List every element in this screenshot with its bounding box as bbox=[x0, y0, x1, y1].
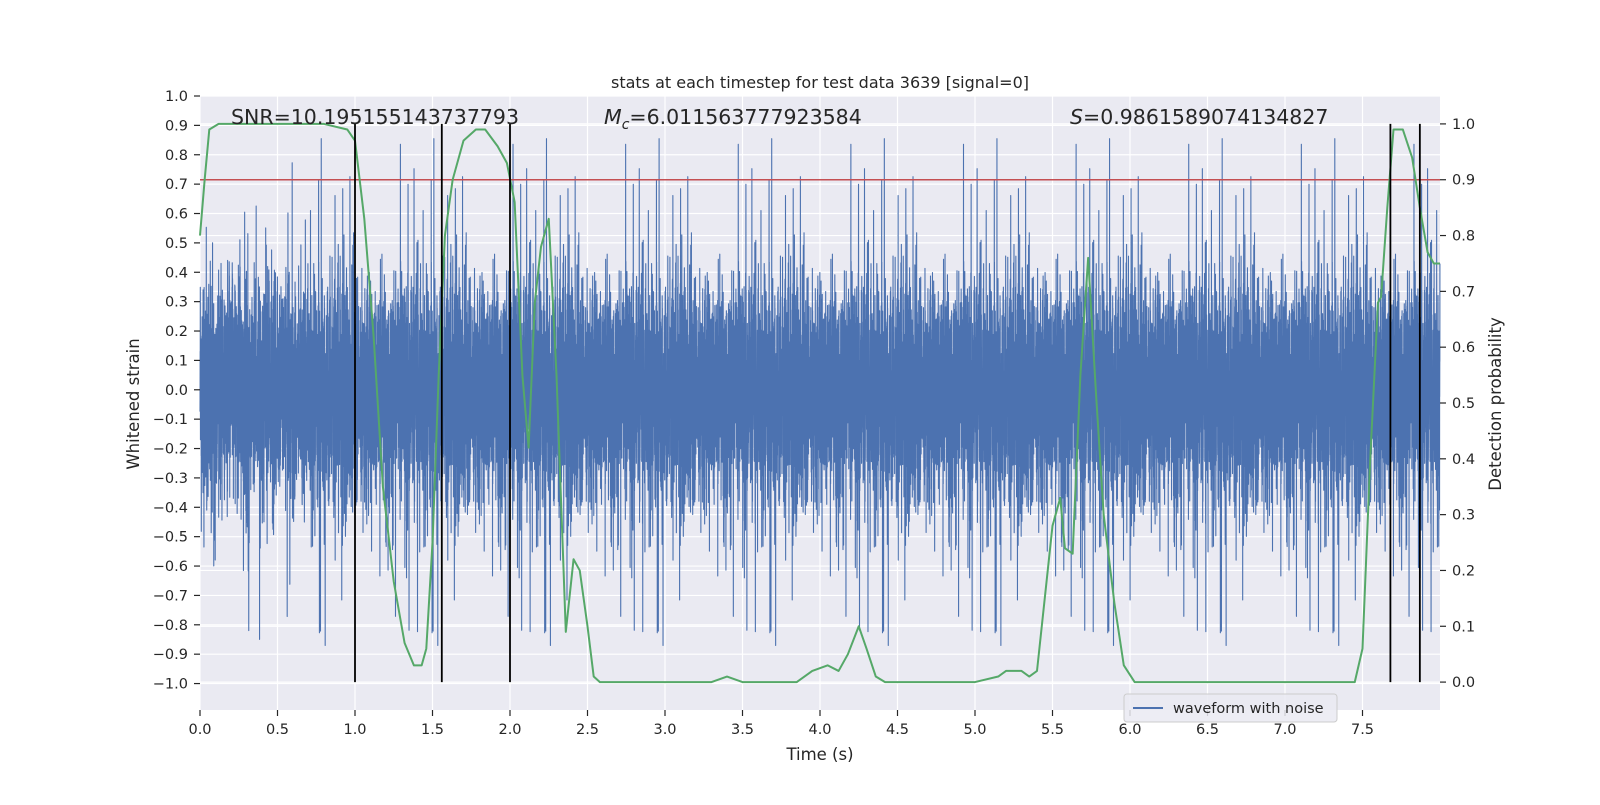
x-tick-label: 3.5 bbox=[731, 722, 754, 738]
x-tick-label: 7.0 bbox=[1273, 722, 1296, 738]
x-tick-label: 0.5 bbox=[266, 722, 289, 738]
y2-tick-label: 0.5 bbox=[1452, 396, 1475, 412]
x-tick-label: 1.0 bbox=[343, 722, 366, 738]
y-tick-label: −0.6 bbox=[153, 559, 188, 575]
overlay-layer bbox=[199, 122, 1440, 684]
x-tick-label: 7.5 bbox=[1351, 722, 1374, 738]
y2-tick-label: 0.7 bbox=[1452, 284, 1475, 300]
x-tick-label: 4.0 bbox=[808, 722, 831, 738]
waveform-line bbox=[199, 138, 1441, 647]
x-tick-label: 6.0 bbox=[1118, 722, 1141, 738]
y-tick-label: 0.7 bbox=[165, 177, 188, 193]
y-tick-label: 1.0 bbox=[165, 89, 188, 105]
y-tick-label: −0.8 bbox=[153, 618, 188, 634]
chirp-mass-symbol: M bbox=[604, 105, 622, 129]
probability-line bbox=[199, 122, 1440, 684]
y-tick-label: −0.9 bbox=[153, 647, 188, 663]
y2-tick-label: 0.3 bbox=[1452, 508, 1475, 524]
legend-box bbox=[1123, 693, 1338, 723]
x-tick-label: 0.0 bbox=[188, 722, 211, 738]
chirp-mass-annotation: Mc=6.011563777923584 bbox=[604, 105, 862, 133]
y-tick-label: 0.9 bbox=[165, 118, 188, 134]
y2-tick-label: 0.8 bbox=[1452, 229, 1475, 245]
y2-axis-title: Detection probability bbox=[1486, 317, 1505, 491]
s-value: =0.9861589074134827 bbox=[1083, 105, 1328, 129]
y2-tick-label: 0.6 bbox=[1452, 340, 1475, 356]
x-tick-label: 4.5 bbox=[886, 722, 909, 738]
y-tick-label: −0.7 bbox=[153, 588, 188, 604]
y-tick-label: −0.2 bbox=[153, 442, 188, 458]
x-axis-title: Time (s) bbox=[785, 745, 853, 764]
legend: waveform with noise bbox=[1123, 693, 1338, 723]
y-tick-label: 0.2 bbox=[165, 324, 188, 340]
left-axis-ticks: 1.0 0.9 0.8 0.7 0.6 0.5 0.4 0.3 0.2 0.1 0.0 −0.1 −0.… bbox=[153, 89, 200, 693]
y-tick-label: −0.4 bbox=[153, 500, 188, 516]
x-tick-label: 6.5 bbox=[1196, 722, 1219, 738]
y-tick-label: 0.3 bbox=[165, 295, 188, 311]
x-tick-label: 1.5 bbox=[421, 722, 444, 738]
y-tick-label: 0.6 bbox=[165, 207, 188, 223]
y2-tick-label: 1.0 bbox=[1452, 117, 1475, 133]
y-tick-label: 0.5 bbox=[165, 236, 188, 252]
y-tick-label: −0.3 bbox=[153, 471, 188, 487]
x-tick-label: 2.0 bbox=[498, 722, 521, 738]
y-axis-title: Whitened strain bbox=[124, 338, 143, 469]
x-tick-label: 5.0 bbox=[963, 722, 986, 738]
y2-tick-label: 0.4 bbox=[1452, 452, 1475, 468]
legend-label-waveform: waveform with noise bbox=[1173, 701, 1324, 717]
s-symbol: S bbox=[1070, 105, 1083, 129]
y-tick-label: 0.8 bbox=[165, 148, 188, 164]
y2-tick-label: 0.0 bbox=[1452, 675, 1475, 691]
s-annotation: S=0.9861589074134827 bbox=[1070, 105, 1328, 129]
y-tick-label: −1.0 bbox=[153, 677, 188, 693]
y-tick-label: 0.1 bbox=[165, 353, 188, 369]
x-tick-label: 2.5 bbox=[576, 722, 599, 738]
y-tick-label: 0.0 bbox=[165, 383, 188, 399]
y-tick-label: −0.5 bbox=[153, 530, 188, 546]
x-tick-label: 5.5 bbox=[1041, 722, 1064, 738]
y-tick-label: −0.1 bbox=[153, 412, 188, 428]
snr-annotation: SNR=10.195155143737793 bbox=[231, 105, 519, 129]
chirp-mass-value: =6.011563777923584 bbox=[629, 105, 861, 129]
chart-title: stats at each timestep for test data 363… bbox=[611, 73, 1029, 92]
x-tick-label: 3.0 bbox=[653, 722, 676, 738]
y2-tick-label: 0.2 bbox=[1452, 563, 1475, 579]
chirp-mass-subscript: c bbox=[622, 117, 630, 133]
y2-tick-label: 0.9 bbox=[1452, 173, 1475, 189]
waveform-series bbox=[199, 138, 1441, 647]
right-axis-ticks: 1.0 0.9 0.8 0.7 0.6 0.5 0.4 0.3 0.2 0.1 0.0 bbox=[1440, 117, 1475, 691]
y-tick-label: 0.4 bbox=[165, 265, 188, 281]
y2-tick-label: 0.1 bbox=[1452, 619, 1475, 635]
